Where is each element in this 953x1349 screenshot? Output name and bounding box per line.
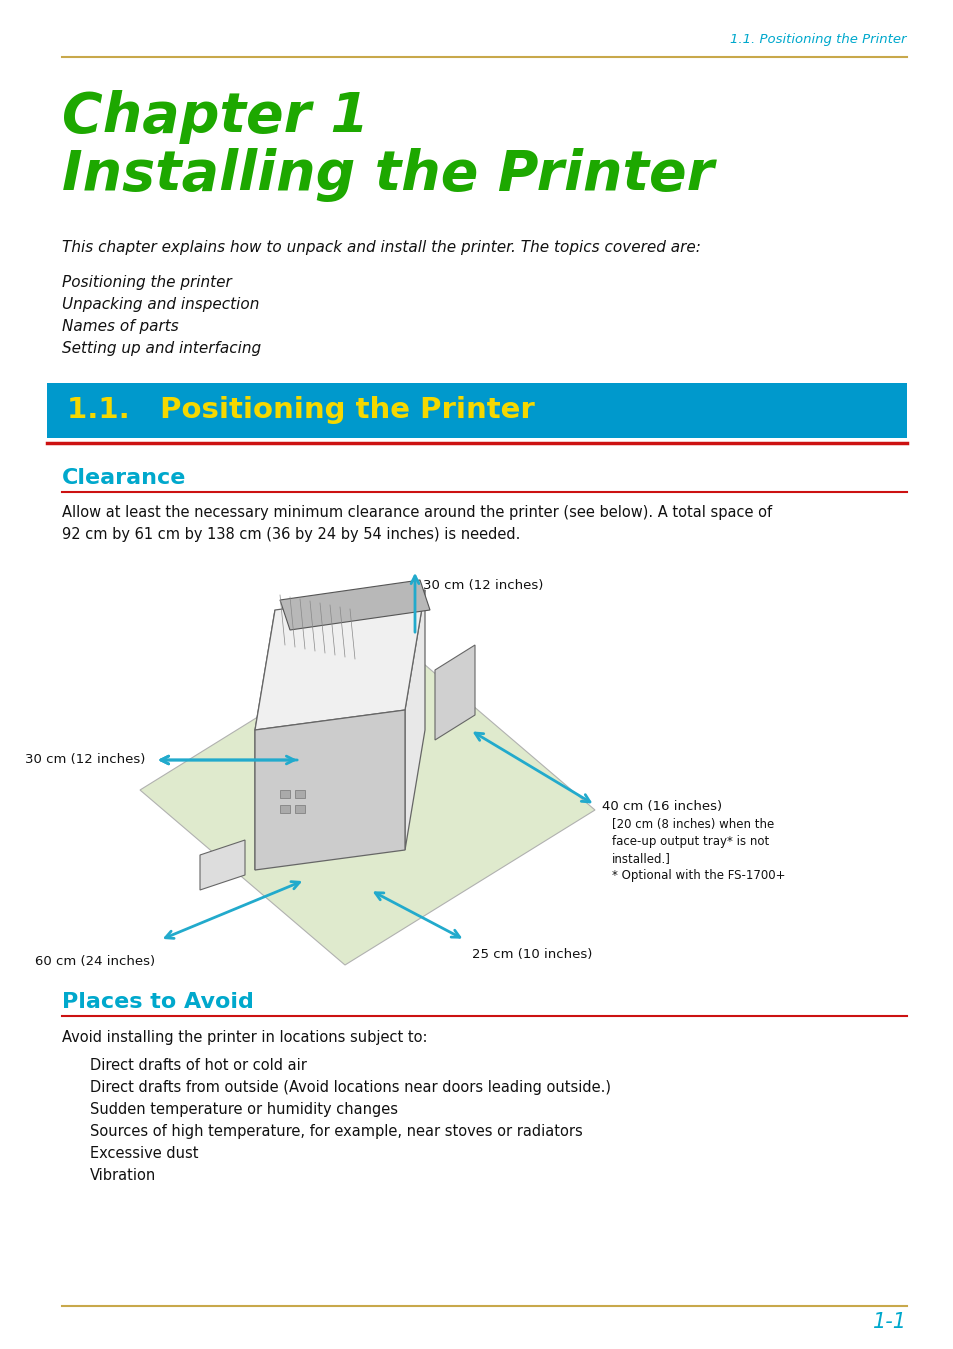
Text: Clearance: Clearance [62, 468, 186, 488]
Text: 30 cm (12 inches): 30 cm (12 inches) [25, 754, 145, 766]
Text: Sources of high temperature, for example, near stoves or radiators: Sources of high temperature, for example… [90, 1124, 582, 1139]
Bar [294, 805, 305, 813]
Text: Avoid installing the printer in locations subject to:: Avoid installing the printer in location… [62, 1031, 427, 1045]
Text: Chapter 1: Chapter 1 [62, 90, 369, 144]
Bar [47, 383, 906, 438]
Bar [294, 791, 305, 799]
Text: Places to Avoid: Places to Avoid [62, 992, 253, 1012]
Text: Positioning the printer: Positioning the printer [62, 275, 232, 290]
Text: This chapter explains how to unpack and install the printer. The topics covered : This chapter explains how to unpack and … [62, 240, 700, 255]
Polygon shape [254, 590, 424, 730]
Polygon shape [280, 580, 430, 630]
Text: Setting up and interfacing: Setting up and interfacing [62, 341, 261, 356]
Text: 30 cm (12 inches): 30 cm (12 inches) [422, 579, 543, 591]
Text: Direct drafts from outside (Avoid locations near doors leading outside.): Direct drafts from outside (Avoid locati… [90, 1081, 610, 1095]
Text: Installing the Printer: Installing the Printer [62, 148, 713, 202]
Text: Excessive dust: Excessive dust [90, 1147, 198, 1161]
Bar [280, 791, 290, 799]
Polygon shape [405, 590, 424, 850]
Text: 60 cm (24 inches): 60 cm (24 inches) [35, 955, 154, 969]
Polygon shape [140, 635, 595, 965]
Text: Names of parts: Names of parts [62, 318, 178, 335]
Text: Allow at least the necessary minimum clearance around the printer (see below). A: Allow at least the necessary minimum cle… [62, 505, 771, 542]
Polygon shape [200, 840, 245, 890]
Text: Sudden temperature or humidity changes: Sudden temperature or humidity changes [90, 1102, 397, 1117]
Text: 1.1. Positioning the Printer: 1.1. Positioning the Printer [730, 32, 906, 46]
Polygon shape [254, 610, 274, 870]
Text: [20 cm (8 inches) when the
face-up output tray* is not
installed.]
* Optional wi: [20 cm (8 inches) when the face-up outpu… [612, 817, 784, 882]
Text: 1.1.   Positioning the Printer: 1.1. Positioning the Printer [67, 397, 535, 425]
Text: Vibration: Vibration [90, 1168, 156, 1183]
Bar [280, 805, 290, 813]
Text: 1-1: 1-1 [872, 1313, 906, 1331]
Text: Unpacking and inspection: Unpacking and inspection [62, 297, 259, 312]
Text: Direct drafts of hot or cold air: Direct drafts of hot or cold air [90, 1058, 307, 1072]
Text: 25 cm (10 inches): 25 cm (10 inches) [472, 948, 592, 960]
Polygon shape [254, 710, 405, 870]
Text: 40 cm (16 inches): 40 cm (16 inches) [601, 800, 721, 813]
Polygon shape [435, 645, 475, 741]
